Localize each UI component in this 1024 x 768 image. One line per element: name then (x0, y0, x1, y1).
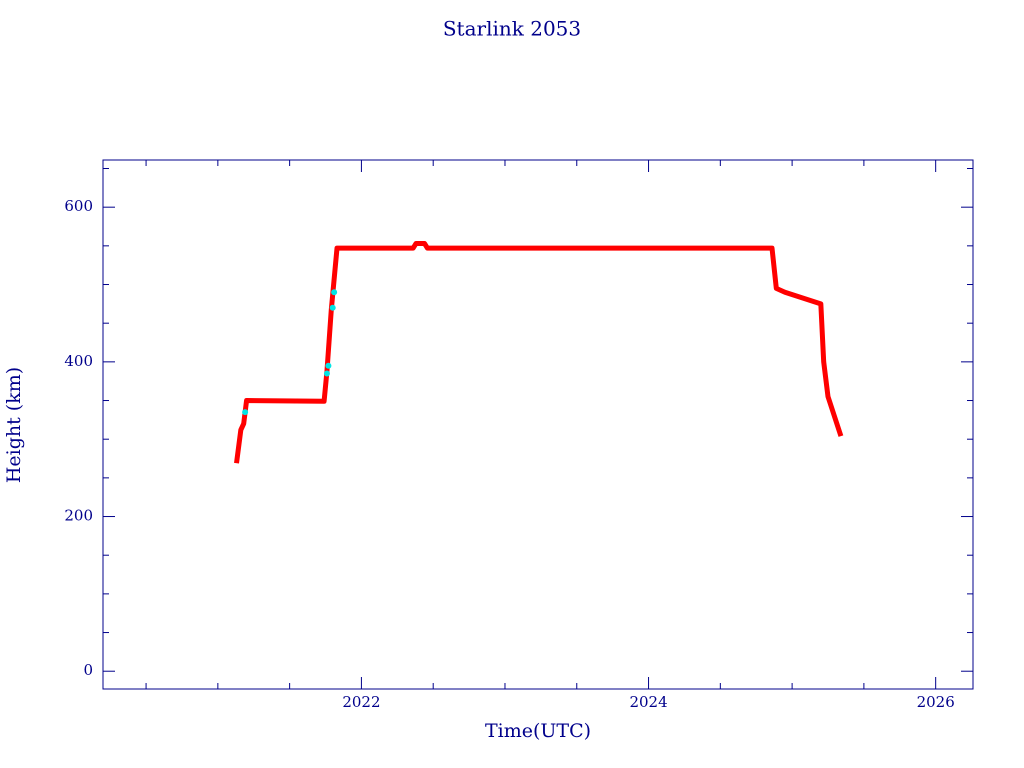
data-point (329, 304, 336, 311)
y-axis-label: Height (km) (3, 367, 25, 483)
data-point (331, 289, 338, 296)
x-tick-label: 2026 (917, 693, 955, 711)
y-tick-label: 600 (64, 197, 93, 215)
x-tick-label: 2024 (629, 693, 667, 711)
data-line (234, 241, 844, 464)
data-point (323, 370, 330, 377)
y-tick-label: 400 (64, 352, 93, 370)
y-tick-label: 0 (83, 661, 93, 679)
x-axis-label: Time(UTC) (485, 720, 591, 742)
data-point (325, 362, 332, 369)
chart-title: Starlink 2053 (443, 17, 581, 41)
data-point (242, 409, 249, 416)
plot-frame (102, 159, 974, 690)
x-tick-label: 2022 (342, 693, 380, 711)
y-tick-label: 200 (64, 507, 93, 525)
